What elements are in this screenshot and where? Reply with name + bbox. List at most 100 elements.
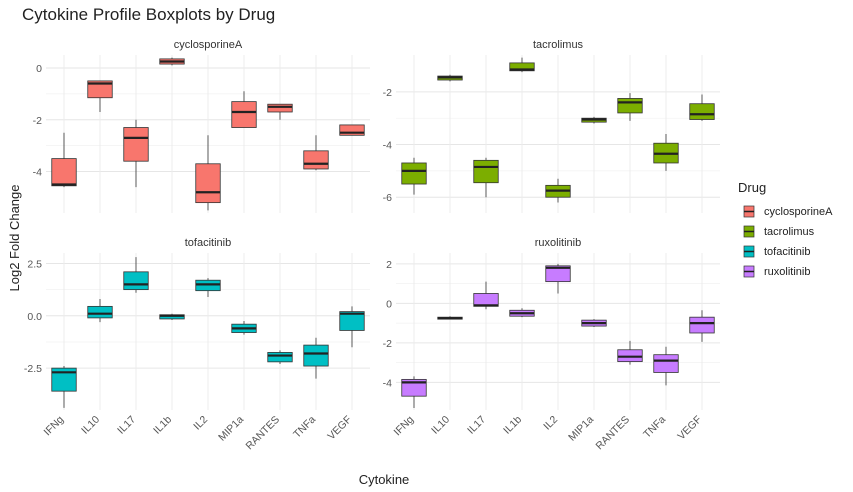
box-iqr [617,98,643,114]
box-cyclosporineA-IL17 [123,119,149,188]
box-ruxolitinib-MIP1a [581,319,607,328]
box-ruxolitinib-IFNg [401,376,427,409]
x-tick-label-RANTES: RANTES [244,414,283,453]
x-axis-title: Cytokine [359,472,410,487]
box-iqr [123,127,149,162]
box-ruxolitinib-IL17 [473,281,499,310]
box-ruxolitinib-RANTES [617,340,643,365]
box-tofacitinib-RANTES [267,350,293,364]
legend-entry-ruxolitinib: ruxolitinib [741,264,810,279]
box-tacrolimus-TNFa [653,134,679,171]
y-tick-label: -4 [33,167,42,179]
box-tofacitinib-MIP1a [231,321,257,335]
box-cyclosporineA-IFNg [51,132,77,188]
x-tick-label-MIP1a: MIP1a [566,414,596,444]
x-tick-label-VEGF: VEGF [675,414,704,443]
x-tick-label-TNFa: TNFa [641,414,668,441]
y-tick-label: 2.5 [27,258,42,270]
box-cyclosporineA-MIP1a [231,91,257,128]
box-tacrolimus-IL2 [545,178,571,203]
box-tacrolimus-MIP1a [581,116,607,124]
x-tick-label-IL10: IL10 [429,414,452,437]
box-tofacitinib-IL10 [87,299,113,323]
box-ruxolitinib-IL2 [545,263,571,294]
legend-entry-tacrolimus: tacrolimus [741,224,815,239]
box-tofacitinib-IL17 [123,257,149,293]
box-iqr [473,159,499,184]
box-iqr [195,163,221,204]
panel-title-ruxolitinib: ruxolitinib [535,237,581,249]
box-tofacitinib-TNFa [303,337,329,379]
box-iqr [339,311,365,331]
box-iqr [267,103,293,113]
box-iqr [51,158,77,187]
box-iqr [87,80,113,99]
y-tick-label: -2 [383,87,392,99]
box-iqr [123,271,149,291]
box-cyclosporineA-IL1b [159,57,185,66]
box-tacrolimus-IL1b [509,57,535,73]
y-tick-label: -4 [383,140,392,152]
box-iqr [509,62,535,72]
box-cyclosporineA-RANTES [267,103,293,120]
box-iqr [689,103,715,120]
box-iqr [267,352,293,363]
box-iqr [653,354,679,373]
box-tacrolimus-IL17 [473,157,499,198]
x-tick-label-TNFa: TNFa [291,414,318,441]
y-tick-label: 2 [386,259,392,271]
box-iqr [545,265,571,283]
y-tick-label: -2 [33,115,42,127]
legend-label: tofacitinib [764,246,810,258]
box-tofacitinib-VEGF [339,306,365,348]
panel-tacrolimus: tacrolimus -2 -4 -6 [383,39,720,213]
x-tick-label-IFNg: IFNg [392,414,417,439]
y-tick-label: -4 [383,377,392,389]
y-tick-label: 0 [36,63,42,75]
legend-label: tacrolimus [764,226,815,238]
legend-title: Drug [738,180,766,195]
y-tick-label: -2 [383,338,392,350]
box-cyclosporineA-TNFa [303,135,329,171]
panel-tofacitinib: tofacitinib 2.5 0.0 -2.5 IFNg IL10 IL17 IL1b IL2… [24,237,370,452]
box-tofacitinib-IFNg [51,366,77,408]
box-tacrolimus-VEGF [689,94,715,121]
box-iqr [303,150,329,170]
legend-entry-tofacitinib: tofacitinib [741,244,810,259]
box-ruxolitinib-TNFa [653,346,679,386]
panel-title-tacrolimus: tacrolimus [533,39,584,51]
box-ruxolitinib-VEGF [689,310,715,342]
box-tacrolimus-RANTES [617,93,643,121]
legend-label: ruxolitinib [764,266,810,278]
x-tick-label-RANTES: RANTES [594,414,633,453]
y-tick-label: 0 [386,298,392,310]
box-iqr [401,378,427,397]
panel-ruxolitinib: ruxolitinib 2 0 -2 -4 IFNg IL10 IL17 IL1b IL2 MIP1… [383,237,720,452]
x-tick-label-IL1b: IL1b [151,414,174,437]
x-tick-label-IL10: IL10 [79,414,102,437]
x-tick-label-IL17: IL17 [115,414,138,437]
legend-entry-cyclosporineA: cyclosporineA [741,204,833,219]
y-axis-title: Log2 Fold Change [7,185,22,292]
box-tacrolimus-IL10 [437,74,463,82]
box-iqr [401,162,427,185]
box-cyclosporineA-IL2 [195,135,221,211]
x-tick-label-VEGF: VEGF [325,414,354,443]
legend-label: cyclosporineA [764,206,833,218]
box-iqr [231,101,257,128]
x-tick-label-IL2: IL2 [541,414,560,433]
box-iqr [51,367,77,392]
box-ruxolitinib-IL1b [509,308,535,318]
box-iqr [87,305,113,319]
x-tick-label-IL1b: IL1b [501,414,524,437]
facet-panels: cyclosporineA 0 -2 -4 tacrolimus -2 -4 -6 tofaci… [24,39,720,452]
box-tofacitinib-IL2 [195,278,221,297]
chart-title: Cytokine Profile Boxplots by Drug [22,5,276,24]
panel-title-cyclosporineA: cyclosporineA [174,39,243,51]
x-tick-label-IL2: IL2 [191,414,210,433]
box-ruxolitinib-IL10 [437,316,463,320]
y-tick-label: -6 [383,192,392,204]
x-tick-label-IL17: IL17 [465,414,488,437]
x-tick-label-IFNg: IFNg [42,414,67,439]
